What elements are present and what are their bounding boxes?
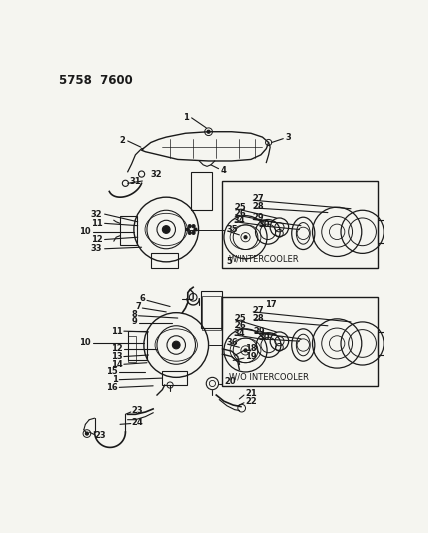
Bar bbox=[162, 371, 187, 385]
Text: 15: 15 bbox=[106, 367, 118, 376]
Text: W/INTERCOOLER: W/INTERCOOLER bbox=[229, 254, 299, 263]
Text: 10: 10 bbox=[79, 338, 91, 347]
Text: 19: 19 bbox=[246, 352, 257, 361]
Bar bbox=[201, 291, 223, 328]
Text: 1: 1 bbox=[112, 375, 118, 384]
Bar bbox=[128, 336, 136, 362]
Text: 3: 3 bbox=[285, 133, 291, 142]
Circle shape bbox=[186, 228, 189, 231]
Text: 1: 1 bbox=[184, 114, 189, 123]
Text: 23: 23 bbox=[131, 406, 143, 415]
Circle shape bbox=[207, 130, 210, 133]
Circle shape bbox=[188, 231, 191, 235]
Text: 20: 20 bbox=[224, 377, 235, 386]
Text: 10: 10 bbox=[79, 227, 91, 236]
Text: 11: 11 bbox=[91, 219, 102, 228]
Text: 21: 21 bbox=[246, 389, 257, 398]
Text: 8: 8 bbox=[131, 310, 137, 319]
Text: 5758  7600: 5758 7600 bbox=[59, 74, 133, 87]
Text: 2: 2 bbox=[119, 136, 125, 146]
Text: 28: 28 bbox=[253, 202, 264, 211]
Text: 11: 11 bbox=[110, 327, 122, 336]
Text: 16: 16 bbox=[106, 383, 118, 392]
Bar bbox=[378, 220, 389, 244]
Circle shape bbox=[85, 432, 89, 435]
Circle shape bbox=[192, 224, 195, 228]
Text: 30: 30 bbox=[259, 333, 270, 342]
Text: 14: 14 bbox=[110, 360, 122, 369]
Text: 36: 36 bbox=[226, 338, 238, 347]
Text: 35: 35 bbox=[226, 225, 238, 234]
Text: 34: 34 bbox=[234, 216, 246, 225]
Text: 31: 31 bbox=[129, 176, 141, 185]
Bar bbox=[223, 181, 378, 268]
Circle shape bbox=[162, 225, 170, 233]
Circle shape bbox=[244, 236, 247, 239]
Text: 29: 29 bbox=[253, 213, 264, 222]
Text: 6: 6 bbox=[140, 294, 146, 303]
Bar bbox=[120, 216, 137, 245]
Text: 32: 32 bbox=[151, 169, 163, 179]
Text: 27: 27 bbox=[253, 194, 264, 203]
Text: 4: 4 bbox=[220, 166, 226, 175]
Circle shape bbox=[194, 228, 197, 231]
Text: W/O INTERCOOLER: W/O INTERCOOLER bbox=[229, 372, 309, 381]
Text: 33: 33 bbox=[91, 244, 102, 253]
Text: 27: 27 bbox=[253, 306, 264, 315]
Text: 32: 32 bbox=[91, 209, 102, 219]
Text: 26: 26 bbox=[234, 209, 246, 218]
Text: 25: 25 bbox=[234, 203, 246, 212]
Text: 34: 34 bbox=[234, 329, 246, 338]
Text: 18: 18 bbox=[246, 344, 257, 353]
Bar bbox=[128, 331, 147, 360]
Bar bbox=[151, 253, 178, 268]
Bar bbox=[202, 296, 221, 329]
Text: 9: 9 bbox=[131, 318, 137, 326]
Text: 26: 26 bbox=[234, 321, 246, 330]
Text: 7: 7 bbox=[135, 302, 141, 311]
Text: 24: 24 bbox=[131, 417, 143, 426]
Text: 22: 22 bbox=[246, 397, 257, 406]
Text: 12: 12 bbox=[91, 235, 102, 244]
Text: 25: 25 bbox=[234, 313, 246, 322]
Circle shape bbox=[244, 349, 247, 352]
Circle shape bbox=[172, 341, 180, 349]
Circle shape bbox=[192, 231, 195, 235]
Text: 28: 28 bbox=[253, 313, 264, 322]
Text: 17: 17 bbox=[265, 300, 276, 309]
Text: 12: 12 bbox=[110, 344, 122, 353]
Text: 13: 13 bbox=[111, 352, 122, 361]
Bar bbox=[378, 332, 389, 355]
Text: 30: 30 bbox=[259, 220, 270, 229]
Circle shape bbox=[188, 224, 191, 228]
Bar bbox=[191, 172, 212, 210]
Bar bbox=[223, 296, 378, 386]
Text: 29: 29 bbox=[253, 327, 265, 336]
Text: 5: 5 bbox=[226, 257, 232, 266]
Text: 23: 23 bbox=[95, 431, 106, 440]
